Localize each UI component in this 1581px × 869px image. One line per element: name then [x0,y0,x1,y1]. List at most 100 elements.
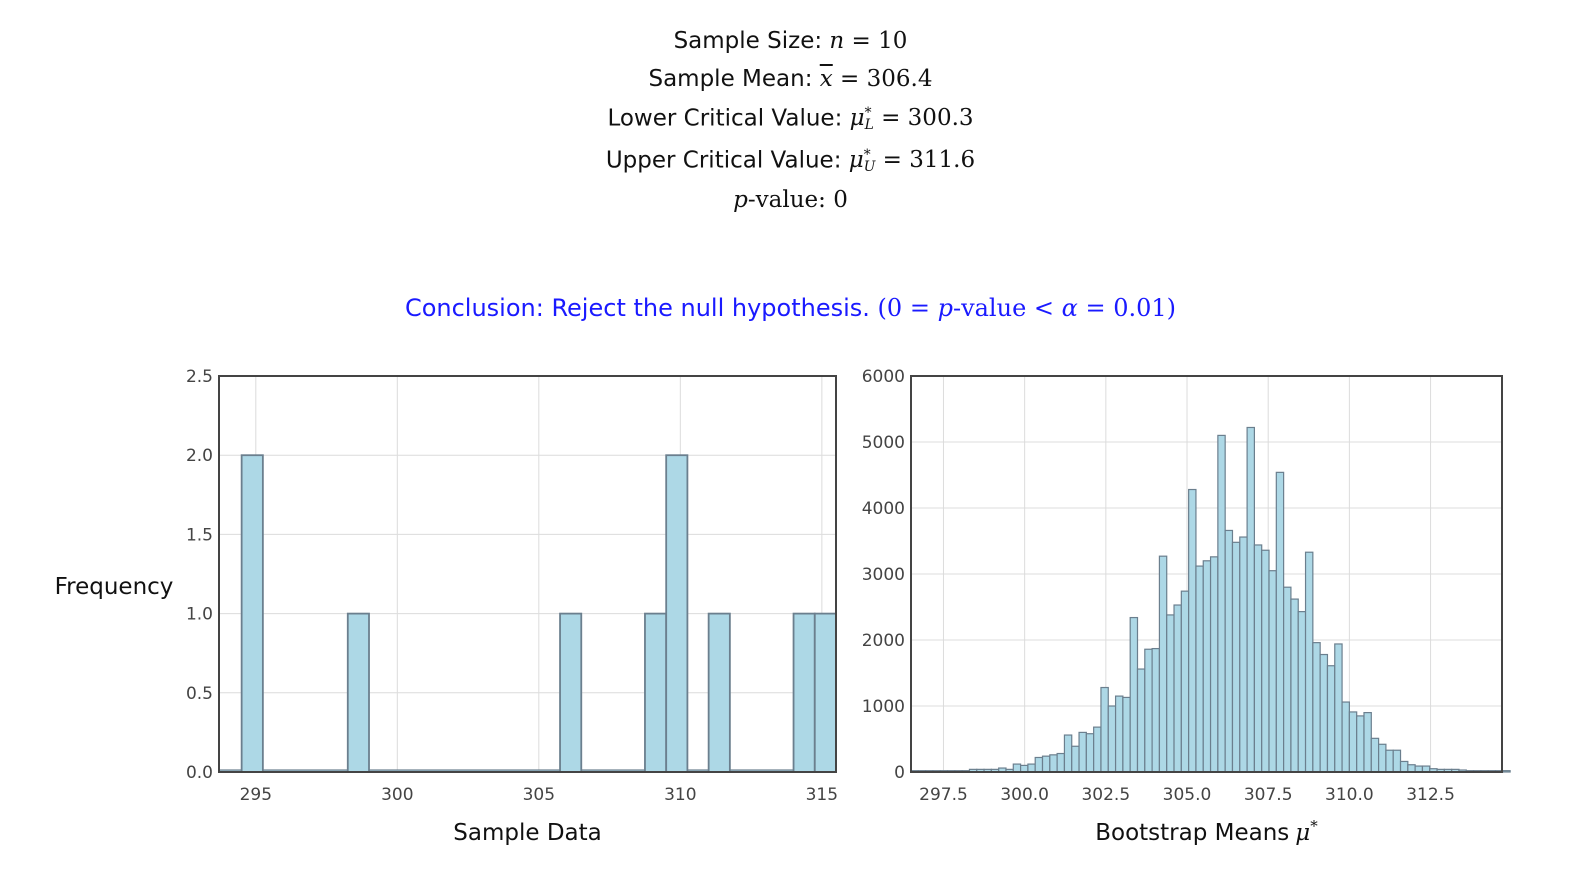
upper-critical-label: Upper Critical Value: [605,147,842,174]
x-axis-label: Bootstrap Means μ* [1095,817,1318,846]
histogram-bar [240,454,264,773]
sample-size-value: 10 [878,28,908,54]
histogram-bar [1107,705,1117,773]
y-tick-label: 0.5 [186,684,213,704]
y-axis-label: Frequency [55,574,174,600]
x-tick-label: 295 [240,785,272,805]
histogram-bar [1209,556,1219,773]
histogram-bar [1195,565,1204,773]
y-tick-label: 3000 [862,565,905,585]
histogram-bar [1151,647,1161,773]
histogram-bar [1049,754,1058,773]
histogram-bar [1027,763,1036,773]
histogram-bar [1356,715,1365,773]
histogram-bar [1012,763,1022,773]
y-tick-label: 1.0 [186,605,213,625]
histogram-bar [1217,434,1226,773]
y-tick-label: 0 [894,763,905,783]
sample-size-label: Sample Size: [673,28,823,54]
histogram-bar [813,612,837,773]
histogram-bar [1261,549,1270,773]
histogram-bar [644,612,668,773]
histogram-bar [1239,536,1248,773]
upper-critical-line: Upper Critical Value: μ * U = 311.6 [605,147,976,176]
histogram-bar [1326,665,1336,773]
histogram-bar [1144,648,1153,773]
histogram-bar [1283,586,1292,773]
histogram-bar [559,612,583,773]
x-axis-label-symbol: μ [1295,820,1310,846]
x-tick-label: 315 [806,785,838,805]
histogram-bar [1348,711,1358,773]
histogram-bar [1202,560,1212,773]
y-tick-label: 0.0 [186,763,213,783]
y-tick-label: 5000 [862,433,905,453]
histogram-bar [1136,668,1146,773]
histogram-bar [1385,749,1394,773]
histogram-bar [1180,590,1190,773]
x-tick-label: 312.5 [1406,785,1455,805]
histogram-bar [1224,529,1234,773]
histogram-bar [1078,731,1087,773]
y-tick-label: 1.5 [186,525,213,545]
histogram-bar [1166,614,1175,773]
chart-1: 295 300 305 310 315 0.0 0.5 1.0 1.5 2.0 2.5 Sample … [55,367,838,846]
x-tick-label: 310 [664,785,696,805]
histogram-bar [1312,642,1321,773]
pvalue-line: p-value: 0 [733,187,848,213]
x-tick-label: 310.0 [1325,785,1374,805]
histogram-bar [1071,745,1080,773]
x-tick-label: 300.0 [1000,785,1049,805]
histogram-bar [1173,604,1182,773]
histogram-bar [665,454,689,773]
histogram-bar [792,612,816,773]
histogram-bar [1188,488,1197,773]
histogram-bar [1407,764,1416,773]
histogram-bar [1378,743,1387,773]
histogram-bar [1093,726,1102,773]
y-tick-label: 2.5 [186,367,213,387]
y-tick-label: 4000 [862,499,905,519]
histogram-bar [1100,686,1109,773]
x-tick-label: 297.5 [919,785,968,805]
chart-2: 297.5 300.0 302.5 305.0 307.5 310.0 312.5 0 1000… [862,367,1511,846]
lower-critical-value: 300.3 [907,105,974,132]
histogram-bar [1334,643,1343,773]
conclusion-alpha: 0.01 [1113,294,1167,322]
histogram-bar [1304,551,1314,773]
histogram-bar [1063,734,1073,773]
histogram-bar [1158,555,1168,773]
x-axis-label-star: * [1310,817,1318,835]
histogram-bar [1231,541,1241,773]
y-tick-label: 6000 [862,367,905,387]
pvalue-label: -value: [747,187,826,213]
histogram-bar [1297,611,1307,773]
histogram-bar [1085,733,1095,773]
histogram-bar [1502,770,1511,773]
histogram-bar [1253,544,1263,773]
upper-critical-value: 311.6 [909,147,976,174]
x-axis-label: Sample Data [453,820,601,846]
histogram-bar [707,612,731,773]
conclusion-pvalue: 0 [886,294,903,322]
x-tick-label: 307.5 [1244,785,1293,805]
plot-frame [910,375,1503,773]
x-tick-label: 302.5 [1081,785,1130,805]
histogram-bar [1399,760,1409,773]
histogram-bar [1341,701,1350,773]
lower-critical-label: Lower Critical Value: [607,105,843,132]
pvalue-value: 0 [833,187,848,213]
histogram-bar [1041,755,1051,773]
histogram-bar [1319,653,1329,773]
y-tick-label: 2000 [862,631,905,651]
histogram-bar [1246,426,1255,773]
x-tick-label: 305 [523,785,555,805]
histogram-bar [1370,737,1380,773]
sample-mean-line: Sample Mean: x = 306.4 [648,66,933,92]
histogram-bar [1114,695,1124,773]
histogram-bar [1275,471,1285,773]
histogram-bar [1290,598,1299,773]
sample-mean-label: Sample Mean: [648,66,813,92]
y-tick-label: 2.0 [186,446,213,466]
